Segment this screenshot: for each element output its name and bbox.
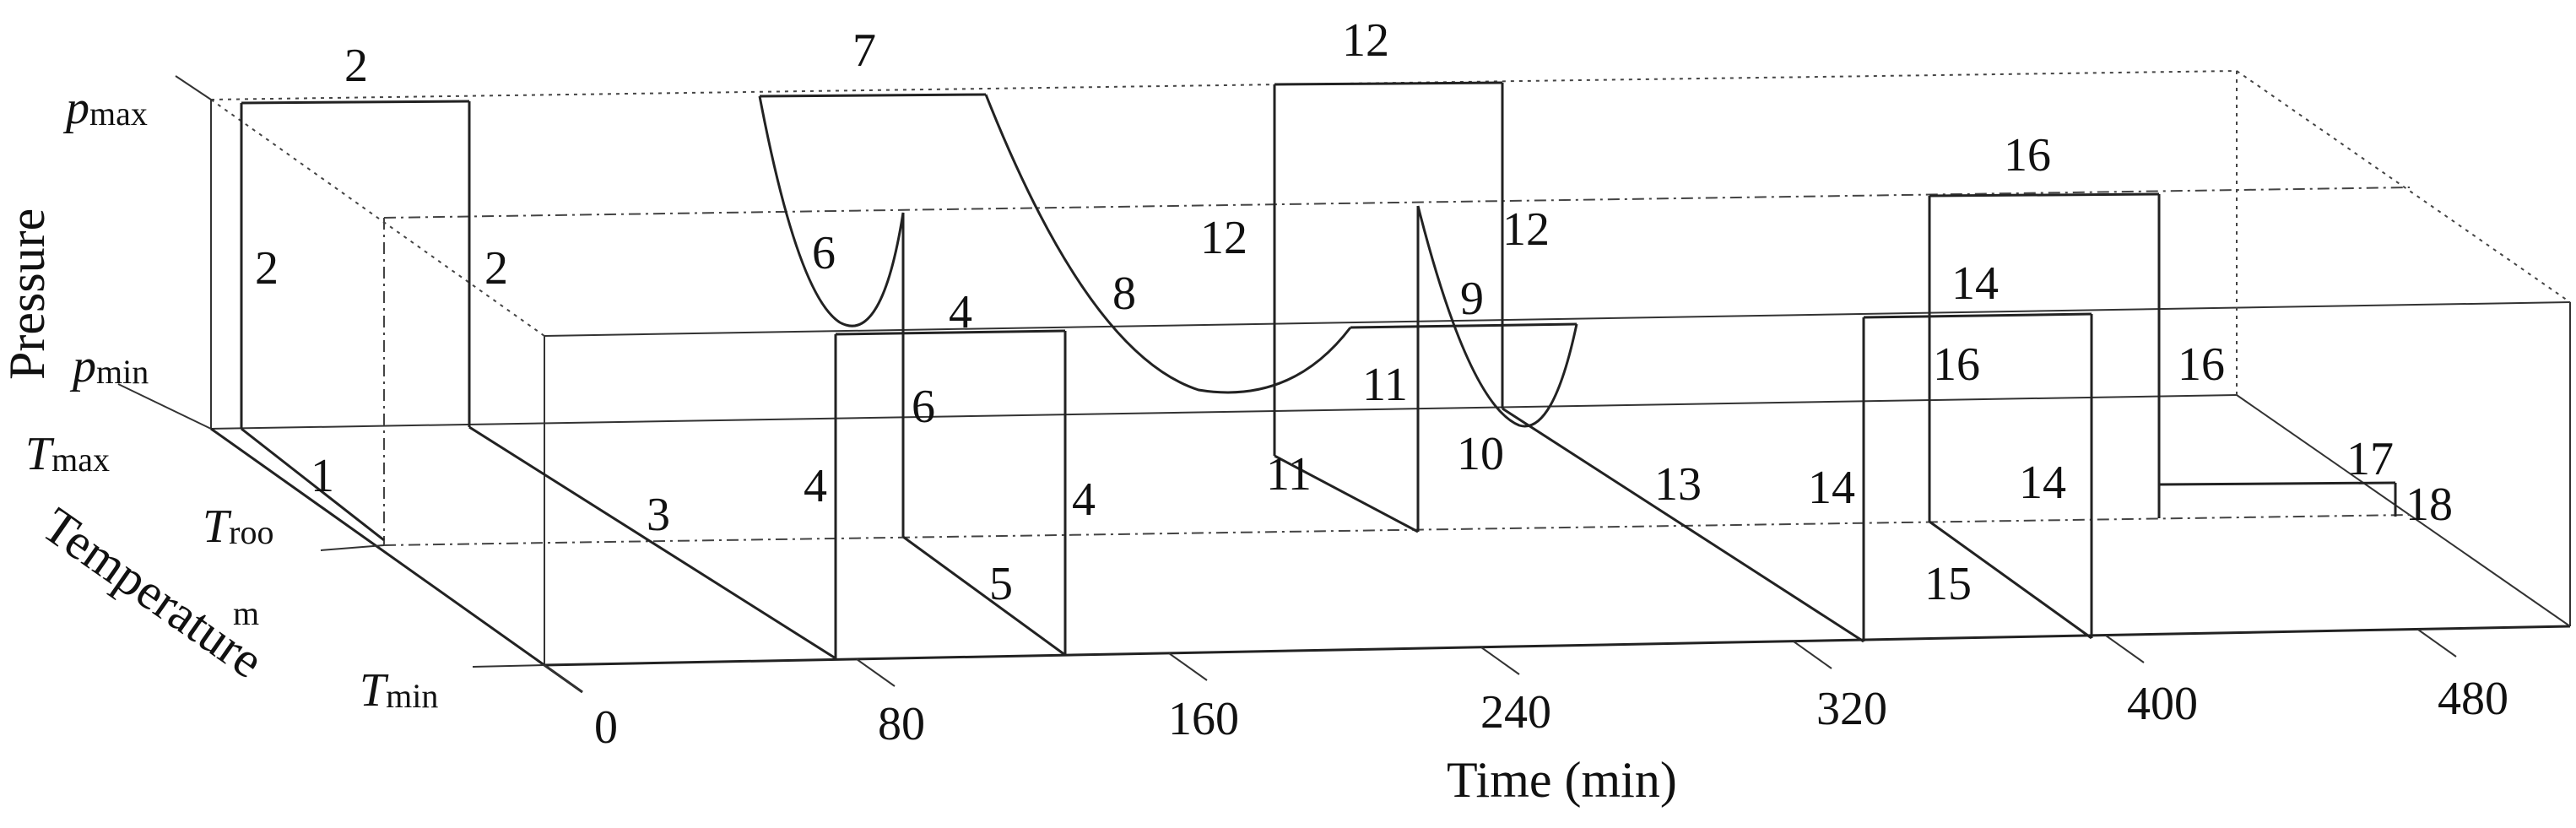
segment-label: 4: [949, 286, 972, 338]
tick-label: 80: [878, 698, 925, 750]
segment-label: 2: [484, 242, 508, 295]
t-max-label: Tmax: [25, 428, 110, 480]
segment-label: 18: [2406, 479, 2453, 531]
segment-label: 7: [852, 24, 876, 77]
t-min-label: Tmin: [360, 664, 438, 717]
segment-label: 3: [647, 489, 670, 541]
segment-label: 14: [1951, 257, 1999, 310]
time-axis-title: Time (min): [1447, 752, 1677, 808]
segment-label: 12: [1342, 14, 1389, 67]
tick-label: 0: [594, 701, 618, 754]
segment-label: 4: [1072, 474, 1096, 526]
process-path: [240, 81, 2397, 660]
segment-label: 6: [812, 227, 836, 279]
t-room-label-tail: m: [233, 594, 259, 632]
segment-label: 12: [1502, 203, 1550, 256]
segment-label: 2: [344, 40, 368, 92]
segment-label: 16: [1933, 338, 1980, 391]
time-axis-ticks: [544, 629, 2457, 693]
tick-label: 480: [2438, 673, 2508, 725]
time-tick-labels: 0 80 160 240 320 400 480: [594, 673, 2508, 754]
axis-labels: Time (min) Pressure Temperature pmax pmi…: [0, 82, 1677, 808]
tick-label: 160: [1168, 693, 1239, 745]
segment-label: 16: [2004, 129, 2051, 181]
segment-label: 6: [912, 381, 935, 433]
t-room-label: Troo: [203, 501, 273, 553]
segment-label: 11: [1266, 448, 1312, 501]
segment-label: 16: [2178, 338, 2225, 391]
tick-label: 320: [1816, 683, 1887, 735]
segment-label: 14: [1808, 462, 1855, 514]
tick-label: 400: [2127, 678, 2198, 730]
segment-labels: 2 2 2 1 3 7 6 6 4 4 4 5 8 12 12 12 11 11…: [255, 14, 2453, 610]
segment-label: 9: [1460, 273, 1484, 325]
segment-label: 14: [2019, 457, 2066, 509]
segment-label: 13: [1654, 458, 1702, 511]
segment-label: 4: [804, 460, 827, 512]
segment-label: 2: [255, 242, 279, 295]
segment-label: 8: [1112, 268, 1136, 320]
segment-label: 10: [1457, 428, 1504, 480]
tick-label: 240: [1480, 686, 1551, 739]
box-frame: [117, 70, 2571, 694]
p-min-label: pmin: [69, 340, 149, 392]
segment-label: 15: [1924, 558, 1972, 610]
segment-label: 11: [1362, 359, 1408, 411]
p-max-label: pmax: [62, 82, 148, 134]
segment-label: 5: [989, 558, 1013, 610]
pressure-axis-title: Pressure: [0, 208, 55, 380]
segment-label: 1: [311, 450, 334, 502]
segment-label: 17: [2346, 433, 2394, 485]
segment-label: 12: [1200, 212, 1247, 264]
